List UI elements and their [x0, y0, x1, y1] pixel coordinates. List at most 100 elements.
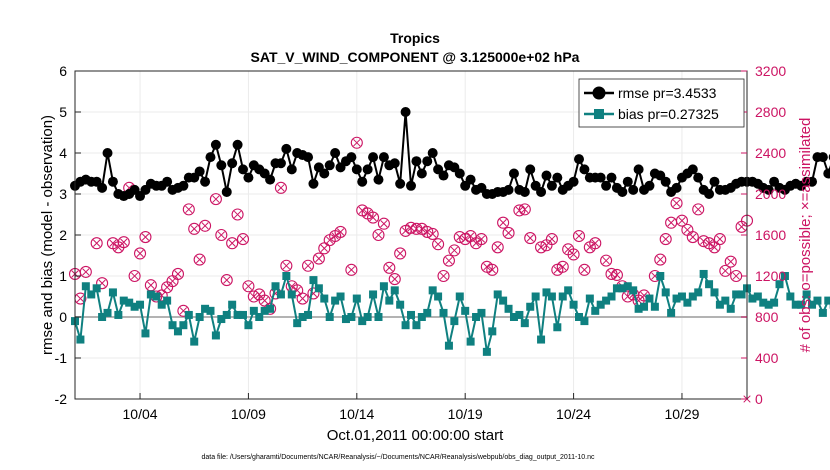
assimilated-obs-marker [705, 239, 713, 247]
bias-marker [623, 282, 632, 291]
assimilated-obs-marker [141, 233, 150, 241]
rmse-marker [400, 107, 411, 117]
rmse-marker [671, 182, 682, 193]
rmse-marker [427, 148, 438, 158]
possible-obs-marker [307, 287, 320, 300]
y-tick-label: 5 [59, 104, 67, 120]
axis-ticks: -2 -1 0 1 2 3 4 5 6 0 400 800 1200 1600 2000 2400 2800 32… [55, 63, 787, 422]
rmse-marker [97, 182, 108, 193]
assimilated-obs-marker [282, 262, 291, 270]
possible-obs-marker [96, 277, 109, 290]
possible-obs-marker [372, 228, 385, 242]
rmse-marker [243, 172, 254, 183]
assimilated-obs-marker [521, 205, 529, 214]
assimilated-obs-marker [195, 255, 204, 264]
bias-marker [455, 292, 464, 301]
bias-marker [173, 327, 182, 336]
y2-tick-label: 2400 [755, 145, 786, 161]
assimilated-obs-marker [320, 244, 328, 252]
bias-marker [260, 306, 269, 315]
rmse-series [70, 107, 830, 202]
assimilated-obs-marker [434, 240, 442, 248]
bias-marker [802, 290, 811, 299]
bias-marker [504, 304, 513, 313]
bias-marker [542, 288, 551, 297]
bias-marker [249, 306, 258, 315]
bias-marker [239, 310, 247, 319]
rmse-marker [102, 148, 113, 158]
bias-marker [482, 347, 491, 356]
rmse-marker [238, 164, 248, 175]
bias-marker [450, 317, 459, 326]
assimilated-obs-marker [580, 266, 589, 274]
bias-marker [439, 308, 448, 317]
possible-obs-marker [437, 269, 450, 283]
assimilated-obs-marker [190, 225, 198, 233]
bias-marker [217, 315, 226, 324]
bias-marker [786, 292, 795, 301]
assimilated-obs-marker [174, 270, 182, 278]
possible-obs-marker [236, 233, 250, 246]
bias-marker [732, 290, 741, 299]
rmse-marker [595, 172, 606, 183]
bias-marker [612, 284, 621, 293]
rmse-marker [422, 156, 433, 167]
assimilated-obs-marker [721, 267, 729, 275]
possible-obs-marker [171, 267, 185, 281]
possible-obs-marker [692, 203, 705, 216]
possible-obs-marker [377, 217, 390, 230]
rmse-marker [178, 180, 189, 191]
rmse-marker [416, 168, 427, 179]
bias-marker [152, 292, 161, 301]
bias-marker [493, 290, 502, 299]
assimilated-obs-marker [439, 272, 448, 280]
assimilated-obs-marker [374, 231, 383, 239]
legend: rmse pr=3.4533 bias pr=0.27325 [578, 78, 745, 128]
assimilated-obs-marker [244, 282, 253, 290]
y-tick-label: -2 [55, 391, 68, 407]
assimilated-obs-marker [423, 228, 431, 236]
bias-marker [293, 319, 302, 328]
bias-marker [423, 308, 432, 317]
data-file-footnote: data file: /Users/gharamti/Documents/NCA… [201, 454, 595, 461]
possible-obs-marker [670, 197, 683, 210]
bias-marker [141, 329, 150, 338]
assimilated-obs-marker [499, 219, 507, 227]
bias-marker [748, 294, 757, 303]
possible-obs-marker [475, 233, 488, 246]
rmse-marker [319, 168, 330, 179]
rmse-marker [519, 186, 530, 197]
rmse-marker [406, 180, 416, 191]
possible-obs-marker [572, 229, 586, 243]
assimilated-obs-marker [147, 281, 155, 289]
bias-marker [92, 284, 101, 293]
bias-marker [119, 296, 128, 305]
possible-obs-marker [497, 216, 510, 229]
bias-marker [759, 298, 768, 307]
bias-marker [770, 298, 779, 307]
bias-marker [179, 321, 188, 330]
assimilated-obs-marker [472, 239, 480, 247]
rmse-marker [216, 160, 227, 171]
bias-marker [244, 321, 253, 330]
rmse-marker [617, 186, 628, 197]
bias-marker [282, 272, 291, 280]
rmse-marker [308, 178, 319, 189]
bias-marker [661, 288, 670, 297]
bias-marker [677, 292, 686, 301]
bias-marker [103, 308, 112, 317]
bias-marker [412, 321, 421, 330]
possible-obs-marker [247, 290, 260, 303]
x-tick-label: 10/24 [556, 406, 591, 422]
bias-marker [726, 304, 735, 313]
y-axis-label: rmse and bias (model - observation) [39, 115, 56, 355]
bias-marker [341, 315, 350, 324]
bias-marker [537, 335, 546, 344]
assimilated-obs-marker [504, 229, 513, 237]
assimilated-obs-marker [201, 222, 209, 230]
assimilated-obs-marker [569, 250, 578, 259]
bias-marker [477, 308, 486, 317]
bias-marker [640, 302, 649, 311]
possible-obs-marker [193, 253, 206, 266]
